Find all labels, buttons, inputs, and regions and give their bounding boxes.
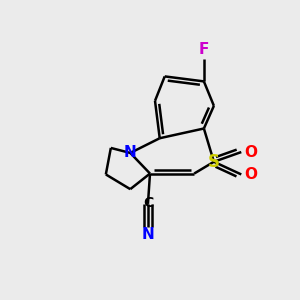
Text: O: O: [244, 167, 257, 182]
Text: S: S: [208, 153, 220, 171]
Text: N: N: [142, 227, 154, 242]
Text: C: C: [143, 196, 153, 210]
Text: F: F: [199, 42, 209, 57]
Text: N: N: [124, 146, 136, 160]
Text: O: O: [244, 145, 257, 160]
